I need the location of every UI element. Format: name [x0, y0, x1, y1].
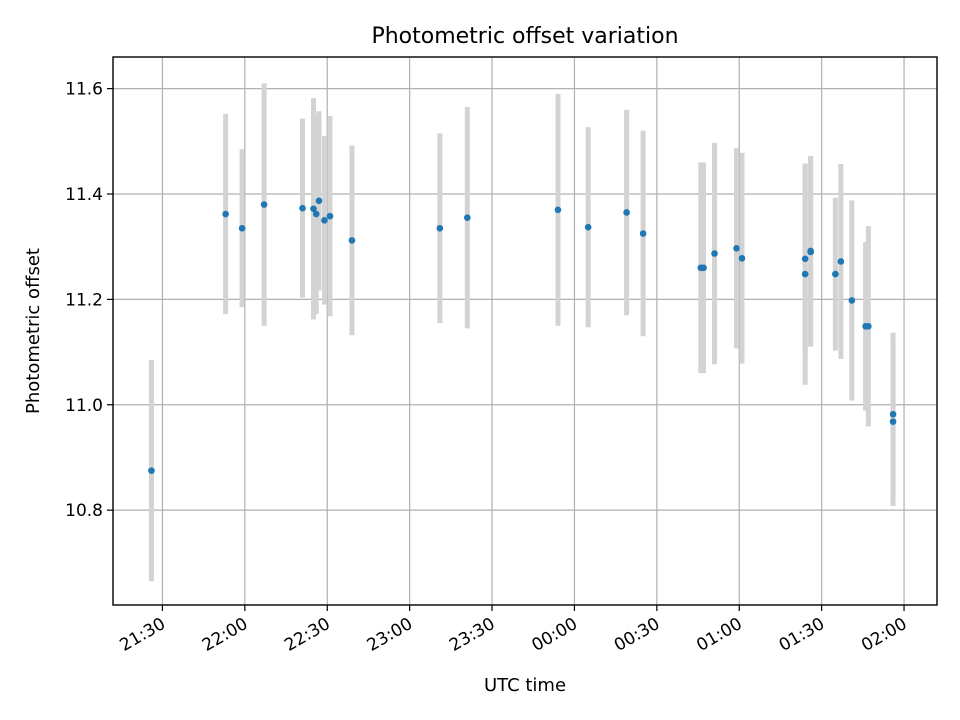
data-point — [148, 467, 155, 474]
x-tick-label: 00:30 — [611, 614, 663, 656]
data-point — [312, 210, 320, 218]
x-tick-label: 22:30 — [281, 614, 333, 656]
y-axis-label: Photometric offset — [23, 248, 44, 414]
x-tick-label: 23:30 — [446, 614, 498, 656]
data-point — [801, 270, 809, 278]
data-point-layer — [148, 197, 897, 474]
data-point — [464, 214, 471, 222]
data-point — [889, 410, 897, 418]
x-tick-label: 01:00 — [693, 614, 745, 656]
chart-title: Photometric offset variation — [371, 24, 678, 49]
data-point — [310, 205, 317, 213]
data-point — [326, 212, 334, 220]
data-point — [837, 258, 845, 265]
data-point — [801, 255, 809, 263]
data-point — [700, 264, 707, 272]
data-point — [315, 197, 323, 205]
x-tick-label: 21:30 — [117, 614, 169, 656]
data-point — [299, 204, 306, 212]
y-tick-label: 11.4 — [65, 185, 103, 205]
data-point — [733, 244, 740, 252]
x-tick-label: 22:00 — [199, 614, 251, 656]
x-axis-ticks: 21:30 22:00 22:30 23:00 23:30 00:00 00:30 01:00… — [117, 605, 911, 656]
plot-frame — [112, 56, 938, 606]
x-tick-label: 00:00 — [529, 614, 581, 656]
y-tick-label: 11.2 — [65, 290, 103, 310]
data-point — [832, 270, 839, 278]
data-point — [807, 247, 814, 255]
data-point — [321, 217, 328, 224]
y-axis-ticks: 10.8 11.0 11.2 11.4 11.6 — [65, 80, 113, 521]
data-point — [222, 210, 229, 218]
data-point — [889, 418, 897, 425]
data-point — [260, 201, 268, 208]
data-point — [711, 250, 718, 257]
x-tick-label: 01:30 — [776, 614, 828, 656]
x-tick-label: 02:00 — [858, 614, 910, 656]
data-point — [639, 230, 647, 237]
data-point — [738, 254, 746, 262]
y-tick-label: 11.0 — [65, 396, 103, 416]
data-point — [848, 297, 856, 304]
data-point — [436, 224, 444, 232]
y-tick-label: 11.6 — [65, 80, 103, 100]
data-point — [348, 237, 356, 244]
error-bar-layer — [148, 83, 896, 582]
data-point — [584, 223, 592, 231]
data-point — [865, 322, 872, 330]
data-point — [238, 224, 246, 232]
x-tick-label: 23:00 — [364, 614, 416, 656]
data-point — [554, 206, 562, 214]
grid-layer — [113, 57, 937, 605]
x-axis-label: UTC time — [484, 675, 566, 696]
data-point — [623, 209, 630, 216]
y-tick-label: 10.8 — [65, 501, 103, 521]
